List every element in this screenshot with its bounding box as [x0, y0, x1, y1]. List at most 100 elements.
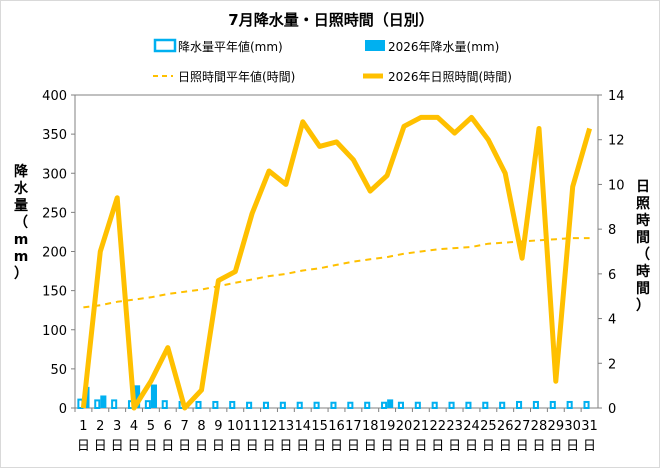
x-tick-label: 8 [197, 419, 205, 434]
bar-normal-rain [551, 402, 555, 408]
y-left-tick-label: 0 [59, 402, 67, 417]
bar-normal-rain [196, 402, 200, 408]
bar-normal-rain [331, 403, 335, 408]
x-tick-label-day: 日 [178, 439, 191, 454]
x-tick-label: 6 [164, 419, 172, 434]
x-tick-label-day: 日 [431, 439, 444, 454]
y-right-axis-title-char: 間 [636, 230, 650, 246]
x-tick-label-day: 日 [279, 439, 292, 454]
x-tick-label-day: 日 [195, 439, 208, 454]
x-tick-label-day: 日 [465, 439, 478, 454]
x-tick-label-day: 日 [583, 439, 596, 454]
x-tick-label-day: 日 [532, 439, 545, 454]
x-tick-label: 25 [480, 419, 497, 434]
y-left-axis-title-char: m [14, 249, 29, 265]
x-tick-label-day: 日 [414, 439, 427, 454]
y-right-tick-label: 12 [608, 134, 625, 149]
x-tick-label-day: 日 [296, 439, 309, 454]
x-tick-label: 30 [564, 419, 581, 434]
bar-normal-rain [584, 402, 588, 408]
chart-title: 7月降水量・日照時間（日別） [228, 11, 433, 29]
bar-normal-rain [146, 401, 150, 408]
x-tick-label: 21 [413, 419, 430, 434]
x-tick-label: 15 [311, 419, 328, 434]
bar-2026-rain [100, 395, 106, 408]
x-tick-label-day: 日 [566, 439, 579, 454]
y-right-tick-label: 0 [608, 402, 616, 417]
bar-normal-rain [466, 403, 470, 408]
x-tick-label-day: 日 [516, 439, 529, 454]
y-left-tick-label: 300 [42, 167, 67, 182]
x-tick-label-day: 日 [128, 439, 141, 454]
x-tick-label: 17 [345, 419, 362, 434]
y-right-tick-label: 6 [608, 268, 616, 283]
bar-normal-rain [416, 403, 420, 408]
x-tick-label-day: 日 [313, 439, 326, 454]
bar-normal-rain [568, 402, 572, 408]
bar-normal-rain [517, 402, 521, 408]
x-tick-label: 19 [379, 419, 396, 434]
bar-normal-rain [264, 403, 268, 408]
x-tick-label: 23 [446, 419, 463, 434]
x-tick-label-day: 日 [212, 439, 225, 454]
x-tick-label: 3 [113, 419, 121, 434]
legend-swatch-filled [365, 40, 385, 51]
bar-normal-rain [450, 403, 454, 408]
legend-item-2026-sun: 2026年日照時間(時間) [363, 70, 512, 84]
y-right-axis-title-char: 照 [636, 196, 650, 212]
bar-normal-rain [483, 403, 487, 408]
y-right-axis-title-char: 間 [636, 281, 650, 297]
y-left-axis-title-char: 降 [14, 163, 29, 180]
bar-normal-rain [163, 401, 167, 408]
x-tick-label: 12 [261, 419, 278, 434]
bar-normal-rain [433, 403, 437, 408]
x-tick-label: 1 [79, 419, 87, 434]
x-tick-label: 18 [362, 419, 379, 434]
x-tick-label-day: 日 [161, 439, 174, 454]
bar-2026-rain [151, 385, 157, 408]
bar-normal-rain [298, 403, 302, 408]
x-tick-label: 10 [227, 419, 244, 434]
y-right-tick-label: 10 [608, 178, 625, 193]
bar-normal-rain [348, 403, 352, 408]
y-right-axis-title-char: 時 [636, 212, 650, 229]
y-left-axis-title-char: （ [14, 215, 28, 231]
x-tick-label: 28 [531, 419, 548, 434]
y-left-tick-label: 200 [42, 246, 67, 261]
x-tick-label-day: 日 [549, 439, 562, 454]
x-tick-label-day: 日 [397, 439, 410, 454]
x-tick-label-day: 日 [144, 439, 157, 454]
x-tick-label-day: 日 [499, 439, 512, 454]
x-tick-label-day: 日 [94, 439, 107, 454]
x-tick-label-day: 日 [364, 439, 377, 454]
x-tick-label-day: 日 [229, 439, 242, 454]
y-right-axis-title-char: ） [636, 298, 650, 314]
x-tick-label: 2 [96, 419, 104, 434]
bar-2026-rain [387, 399, 393, 408]
plot-area: 050100150200250300350400024681012141日2日3… [14, 89, 650, 454]
x-tick-label: 5 [147, 419, 155, 434]
legend: 降水量平年値(mm) 2026年降水量(mm) 日照時間平年値(時間) 2026… [153, 39, 512, 84]
x-tick-label: 31 [581, 419, 598, 434]
x-tick-label-day: 日 [263, 439, 276, 454]
x-tick-label-day: 日 [111, 439, 124, 454]
x-tick-label-day: 日 [482, 439, 495, 454]
legend-item-normal-rain: 降水量平年値(mm) [155, 39, 283, 54]
x-tick-label: 11 [244, 419, 261, 434]
x-tick-label: 14 [294, 419, 311, 434]
y-right-axis-title-char: （ [636, 247, 650, 263]
bar-normal-rain [534, 402, 538, 408]
x-tick-label: 20 [396, 419, 413, 434]
bar-normal-rain [382, 403, 386, 408]
y-left-tick-label: 250 [42, 206, 67, 221]
x-tick-label: 22 [429, 419, 446, 434]
y-left-axis-title-char: m [14, 232, 29, 248]
line-normal-sunshine [83, 238, 589, 307]
y-left-tick-label: 50 [50, 363, 67, 378]
y-left-tick-label: 400 [42, 89, 67, 104]
legend-label: 日照時間平年値(時間) [178, 69, 295, 84]
y-left-axis-title-char: ） [14, 266, 28, 282]
legend-label: 2026年日照時間(時間) [388, 70, 512, 84]
